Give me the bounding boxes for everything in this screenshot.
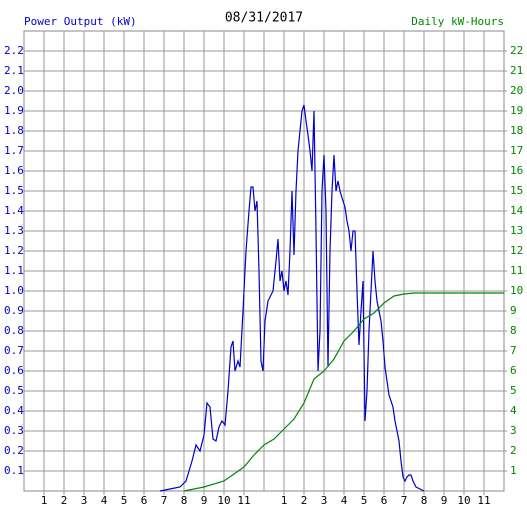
y2-tick-label: 20: [510, 84, 523, 97]
x-tick-label: 3: [81, 494, 88, 507]
x-tick-label: 7: [161, 494, 168, 507]
x-tick-label: 4: [341, 494, 348, 507]
y2-tick-label: 2: [510, 444, 517, 457]
x-tick-label: 9: [201, 494, 208, 507]
y-tick-label: 2.1: [4, 64, 24, 77]
y2-tick-label: 3: [510, 424, 517, 437]
x-tick-label: 3: [321, 494, 328, 507]
x-tick-label: 10: [457, 494, 470, 507]
x-tick-label: 6: [141, 494, 148, 507]
y2-axis-label: Daily kW-Hours: [411, 15, 504, 28]
y-tick-label: 1.6: [4, 164, 24, 177]
x-tick-label: 5: [361, 494, 368, 507]
x-tick-label: 8: [181, 494, 188, 507]
x-tick-label: 1: [281, 494, 288, 507]
y2-tick-label: 16: [510, 164, 523, 177]
y2-tick-label: 21: [510, 64, 523, 77]
y2-tick-label: 4: [510, 404, 517, 417]
y2-tick-label: 13: [510, 224, 523, 237]
y-tick-label: 0.4: [4, 404, 24, 417]
y-tick-label: 1.4: [4, 204, 24, 217]
y-tick-label: 1.9: [4, 104, 24, 117]
y-tick-label: 2.2: [4, 44, 24, 57]
y2-tick-label: 5: [510, 384, 517, 397]
y2-tick-label: 19: [510, 104, 523, 117]
x-tick-label: 5: [121, 494, 128, 507]
x-tick-label: 4: [101, 494, 108, 507]
y-tick-label: 1.5: [4, 184, 24, 197]
y-tick-label: 0.5: [4, 384, 24, 397]
y-tick-label: 1.8: [4, 124, 24, 137]
x-tick-label: 9: [441, 494, 448, 507]
y-tick-label: 0.9: [4, 304, 24, 317]
series-line: [183, 292, 504, 492]
x-tick-label: 7: [401, 494, 408, 507]
y-axis-label: Power Output (kW): [24, 15, 137, 28]
y2-tick-label: 1: [510, 464, 517, 477]
x-tick-label: 10: [217, 494, 230, 507]
y2-tick-label: 14: [510, 204, 524, 217]
y2-tick-label: 6: [510, 364, 517, 377]
y-tick-label: 0.6: [4, 364, 24, 377]
x-tick-label: 1: [41, 494, 48, 507]
y-tick-label: 1.0: [4, 284, 24, 297]
y-tick-label: 0.3: [4, 424, 24, 437]
y2-tick-label: 15: [510, 184, 523, 197]
y2-tick-label: 8: [510, 324, 517, 337]
y-tick-label: 1.7: [4, 144, 24, 157]
series-line: [159, 104, 425, 492]
y-tick-label: 1.1: [4, 264, 24, 277]
y2-tick-label: 10: [510, 284, 523, 297]
y-tick-label: 0.8: [4, 324, 24, 337]
x-tick-label: 2: [301, 494, 308, 507]
y2-tick-label: 9: [510, 304, 517, 317]
x-tick-label: 2: [61, 494, 68, 507]
y-tick-label: 2.0: [4, 84, 24, 97]
y-tick-label: 0.7: [4, 344, 24, 357]
chart-title: 08/31/2017: [225, 11, 303, 26]
x-tick-label: 11: [477, 494, 490, 507]
y-tick-label: 0.1: [4, 464, 24, 477]
y-tick-label: 1.3: [4, 224, 24, 237]
y2-tick-label: 12: [510, 244, 523, 257]
y-tick-label: 0.2: [4, 444, 24, 457]
y2-tick-label: 17: [510, 144, 523, 157]
x-tick-label: 8: [421, 494, 428, 507]
y2-tick-label: 7: [510, 344, 517, 357]
y-tick-label: 1.2: [4, 244, 24, 257]
y2-tick-label: 11: [510, 264, 523, 277]
x-tick-label: 6: [381, 494, 388, 507]
y2-tick-label: 18: [510, 124, 523, 137]
x-tick-label: 11: [237, 494, 250, 507]
y2-tick-label: 22: [510, 44, 523, 57]
